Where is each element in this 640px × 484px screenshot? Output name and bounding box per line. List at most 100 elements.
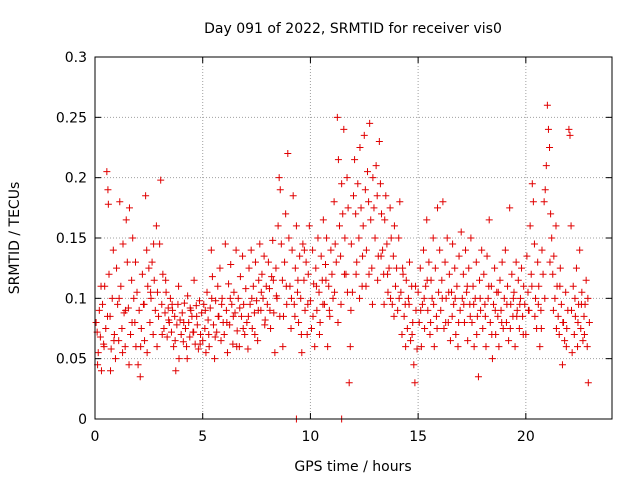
data-point [164, 304, 172, 312]
data-point [195, 297, 203, 305]
data-point [370, 204, 378, 212]
data-point [532, 294, 540, 302]
grid-lines [95, 57, 612, 419]
data-point [402, 276, 410, 284]
data-point [312, 264, 320, 272]
data-point [473, 312, 481, 320]
data-point [430, 300, 438, 308]
data-point [211, 355, 219, 363]
data-point [380, 300, 388, 308]
data-point [248, 325, 256, 332]
data-point [133, 288, 141, 296]
y-tick-label: 0.3 [65, 50, 87, 66]
data-point [537, 306, 545, 314]
x-tick-label: 0 [91, 429, 100, 445]
data-point [289, 192, 297, 200]
data-point [405, 300, 413, 308]
data-point [406, 258, 414, 266]
data-point [448, 312, 456, 320]
data-point [478, 246, 486, 254]
data-point [559, 318, 567, 326]
data-point [562, 288, 570, 296]
data-point [331, 240, 339, 248]
data-point [531, 312, 539, 320]
data-point [499, 325, 507, 332]
data-point [355, 234, 363, 242]
data-point [371, 234, 379, 242]
data-point [128, 276, 136, 284]
data-point [347, 240, 355, 248]
data-point [240, 300, 248, 308]
data-point [277, 240, 285, 248]
data-point [345, 379, 353, 387]
data-point [408, 331, 416, 339]
data-point [549, 306, 557, 314]
data-point [393, 264, 401, 272]
data-point [202, 349, 210, 357]
data-point [264, 258, 272, 266]
data-point [574, 318, 582, 326]
data-point [344, 204, 352, 212]
data-point [417, 343, 425, 351]
data-point [346, 343, 354, 351]
data-point [547, 210, 555, 218]
data-point [111, 355, 119, 363]
data-point [400, 312, 408, 320]
data-point [138, 270, 146, 278]
data-point [449, 240, 457, 248]
data-point [218, 294, 226, 302]
data-point [518, 264, 526, 272]
data-point [253, 297, 261, 305]
data-point [494, 312, 502, 320]
data-point [384, 288, 392, 296]
data-point [515, 325, 523, 332]
data-point [415, 318, 423, 326]
data-point [579, 337, 587, 345]
data-point [110, 331, 118, 339]
data-point [456, 306, 464, 314]
data-point [472, 258, 480, 266]
axes: 0 5 10 15 20 0 0.05 0.1 0.15 0.2 0.25 0.3 [56, 50, 612, 445]
data-point [115, 294, 123, 302]
data-point [359, 222, 367, 230]
data-point [122, 306, 130, 314]
data-point [528, 282, 536, 290]
data-point [417, 306, 425, 314]
data-point [212, 297, 220, 305]
data-point [284, 150, 292, 158]
data-point [512, 258, 520, 266]
data-point [208, 294, 216, 302]
data-point [141, 337, 149, 345]
data-point [109, 246, 117, 254]
data-point [229, 340, 237, 348]
data-point [386, 204, 394, 212]
data-point [450, 300, 458, 308]
data-point [172, 367, 180, 375]
data-point [427, 318, 435, 326]
data-point [196, 340, 204, 348]
data-point [152, 222, 160, 230]
data-point [421, 325, 429, 332]
data-point [190, 276, 198, 284]
data-point [511, 343, 519, 351]
data-point [513, 306, 521, 314]
data-point [353, 258, 361, 266]
data-point [199, 337, 207, 345]
data-point [315, 288, 323, 296]
data-point [458, 294, 466, 302]
data-point [116, 198, 124, 206]
data-point [183, 355, 191, 363]
data-point [233, 343, 241, 351]
data-point [322, 276, 330, 284]
data-point [483, 252, 491, 260]
data-point [311, 343, 319, 351]
data-point [184, 292, 192, 300]
data-point [149, 331, 157, 339]
data-point [558, 361, 566, 369]
data-point [399, 270, 407, 278]
data-point [476, 276, 484, 284]
data-point [92, 318, 100, 326]
data-point [455, 252, 463, 260]
data-point [143, 349, 151, 357]
data-point [352, 270, 360, 278]
